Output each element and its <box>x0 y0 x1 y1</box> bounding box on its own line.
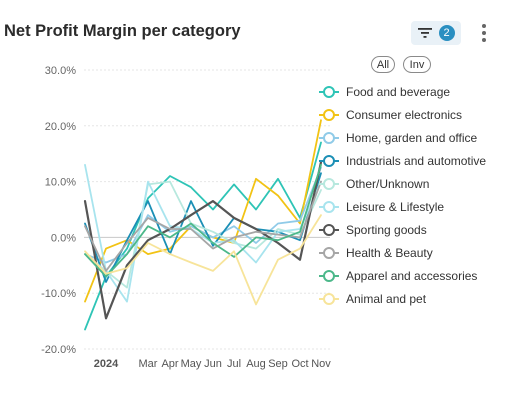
legend-item[interactable]: Animal and pet <box>319 288 486 311</box>
legend-item[interactable]: Leisure & Lifestyle <box>319 195 486 218</box>
series-line-health-beauty <box>84 180 322 272</box>
legend-swatch <box>319 247 339 260</box>
legend-swatch <box>319 131 339 144</box>
y-tick-label: 10.0% <box>45 177 76 189</box>
y-tick-label: 30.0% <box>45 65 76 77</box>
legend-invert-toggle[interactable]: Inv <box>403 56 431 73</box>
series-line-apparel-and-accessories <box>84 163 322 278</box>
series-line-sporting-goods <box>83 161 323 320</box>
legend-swatch <box>319 177 339 190</box>
legend-label: Leisure & Lifestyle <box>346 200 445 215</box>
series-line-leisure-lifestyle <box>84 163 322 303</box>
legend-swatch <box>319 85 339 98</box>
legend-item[interactable]: Other/Unknown <box>319 172 486 195</box>
legend-item[interactable]: Food and beverage <box>319 80 486 103</box>
x-tick-label: Oct <box>291 358 308 370</box>
legend-label: Other/Unknown <box>346 176 430 191</box>
x-tick-label: Jul <box>227 358 241 370</box>
y-tick-label: 20.0% <box>45 121 76 133</box>
x-tick-label: 2024 <box>94 358 119 370</box>
legend-label: Consumer electronics <box>346 107 463 122</box>
series-line-animal-and-pet <box>84 214 322 306</box>
legend-label: Animal and pet <box>346 292 427 307</box>
legend-label: Health & Beauty <box>346 246 433 261</box>
chart-legend: Food and beverage Consumer electronics Hom… <box>319 80 486 311</box>
legend-item[interactable]: Home, garden and office <box>319 126 486 149</box>
x-tick-label: May <box>181 358 202 370</box>
legend-swatch <box>319 270 339 283</box>
filter-count-badge: 2 <box>438 25 455 41</box>
filter-icon <box>417 28 432 38</box>
filter-button[interactable]: 2 <box>411 21 461 45</box>
chart-title: Net Profit Margin per category <box>4 22 241 40</box>
series-line-other-unknown <box>84 180 322 289</box>
series-line-home-garden-and-office <box>84 166 322 264</box>
y-tick-label: -10.0% <box>41 288 76 300</box>
more-vertical-icon[interactable] <box>476 22 492 44</box>
legend-swatch <box>319 293 339 306</box>
series-line-consumer-electronics <box>84 119 322 303</box>
legend-item[interactable]: Industrials and automotive <box>319 149 486 172</box>
legend-item[interactable]: Consumer electronics <box>319 103 486 126</box>
legend-all-toggle[interactable]: All <box>371 56 395 73</box>
legend-label: Food and beverage <box>346 84 451 99</box>
legend-label: Apparel and accessories <box>346 269 478 284</box>
legend-label: Home, garden and office <box>346 130 478 145</box>
legend-swatch <box>319 201 339 214</box>
x-tick-label: Aug <box>246 358 266 370</box>
legend-item[interactable]: Apparel and accessories <box>319 265 486 288</box>
x-tick-label: Nov <box>311 358 331 370</box>
x-tick-label: Mar <box>139 358 158 370</box>
x-tick-label: Jun <box>204 358 222 370</box>
legend-swatch <box>319 224 339 237</box>
x-tick-label: Sep <box>268 358 288 370</box>
series-line-food-and-beverage <box>84 141 322 331</box>
y-tick-label: 0.0% <box>51 232 76 244</box>
legend-item[interactable]: Health & Beauty <box>319 242 486 265</box>
legend-item[interactable]: Sporting goods <box>319 219 486 242</box>
x-tick-label: Apr <box>161 358 178 370</box>
legend-swatch <box>319 108 339 121</box>
legend-swatch <box>319 154 339 167</box>
legend-label: Sporting goods <box>346 223 427 238</box>
y-tick-label: -20.0% <box>41 344 76 356</box>
legend-label: Industrials and automotive <box>346 153 487 168</box>
